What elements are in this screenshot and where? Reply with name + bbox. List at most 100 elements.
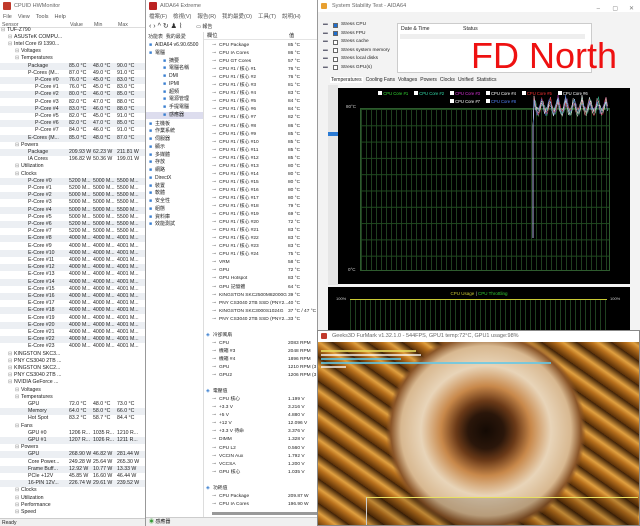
nav-item[interactable]: ■ 電源管理 xyxy=(146,96,203,103)
expand-icon[interactable]: ⊟ xyxy=(8,33,13,40)
sensor-row[interactable]: ⊸ PNY CS3040 2TB SSD (PNY2... 33 °C xyxy=(204,316,320,324)
sensor-row[interactable]: ⊟ Fans xyxy=(0,423,145,430)
sensor-row[interactable]: ⊸ CPU #1 / 核心 #23 83 °C xyxy=(204,243,320,251)
graph-tab[interactable]: Voltages xyxy=(398,77,418,83)
chart-icon[interactable]: ⌇ xyxy=(178,23,183,30)
sensor-row[interactable]: ⊸ CPU #1 / 核心 #12 85 °C xyxy=(204,155,320,163)
sensor-row[interactable]: ⊸ 機箱 #3 2048 RPM xyxy=(204,348,320,356)
sensor-row[interactable]: P-Core #6 5200 M... 5000 M... 5500 M... xyxy=(0,220,145,229)
sensor-row[interactable]: Package 85.0 °C 48.0 °C 90.0 °C xyxy=(0,62,145,70)
sensor-row[interactable]: E-Core #14 4000 M... 4000 M... 4001 M... xyxy=(0,278,145,286)
minimize-button[interactable]: – xyxy=(596,6,600,12)
sensor-row[interactable]: ⊟ TUF-Z790 xyxy=(0,27,145,34)
sensor-row[interactable]: ⊟ Clocks xyxy=(0,171,145,178)
sensor-row[interactable]: E-Core #23 4000 M... 4000 M... 4001 M... xyxy=(0,343,145,350)
legend-item[interactable]: CPU Core #2 xyxy=(414,91,444,96)
col-sensor[interactable]: Sensor xyxy=(2,22,19,28)
nav-item[interactable]: ■ 電腦名稱 xyxy=(146,65,203,72)
expand-icon[interactable]: ⊟ xyxy=(8,40,13,47)
sensor-row[interactable]: E-Core #15 4000 M... 4000 M... 4001 M... xyxy=(0,286,145,293)
stress-option[interactable]: ▬ Stress GPU(s) xyxy=(323,64,398,72)
sensor-row[interactable]: IA Cores 196.82 W 50.36 W 199.01 W xyxy=(0,156,145,163)
stress-option[interactable]: ▬ Stress local disks xyxy=(323,55,398,63)
sensor-row[interactable]: ⊸ CPU #1 / 核心 #13 80 °C xyxy=(204,163,320,171)
menu-file[interactable]: File xyxy=(3,14,12,20)
stress-option[interactable]: ▬ Stress cache xyxy=(323,38,398,46)
section-header[interactable]: ◈ 電壓值 xyxy=(204,388,320,396)
checkbox[interactable] xyxy=(333,31,338,36)
nav-item[interactable]: ■ 作業系統 xyxy=(146,128,203,135)
graph-tab[interactable]: Clocks xyxy=(439,77,455,83)
refresh-icon[interactable]: ↻ xyxy=(162,23,169,30)
sensor-row[interactable]: ⊟ Utilization xyxy=(0,495,145,502)
checkbox[interactable] xyxy=(333,22,338,28)
legend-checkbox[interactable] xyxy=(414,91,419,95)
sensor-row[interactable]: ⊸ CPU #1 / 核心 #4 83 °C xyxy=(204,90,320,98)
sensor-row[interactable]: E-Core #22 4000 M... 4000 M... 4001 M... xyxy=(0,336,145,344)
legend-item[interactable]: CPU Core #1 xyxy=(378,91,408,96)
menu-view[interactable]: View xyxy=(17,14,30,20)
sensor-row[interactable]: ⊸ KINGSTON SKC2500M82000G 39 °C xyxy=(204,292,320,300)
sensor-row[interactable]: ⊟ Intel Core i9 1390... xyxy=(0,41,145,48)
sensor-row[interactable]: P-Core #5 82.0 °C 45.0 °C 91.0 °C xyxy=(0,113,145,120)
sensor-row[interactable]: ⊸ CPU IA Cores 196.90 W xyxy=(204,501,320,509)
expand-icon[interactable]: ⊟ xyxy=(8,350,13,357)
report-button[interactable]: ▭ 報告 xyxy=(196,24,213,30)
sensor-row[interactable]: ⊸ VCCSA 1.200 V xyxy=(204,461,320,469)
sensor-row[interactable]: ⊸ CPU #1 / 核心 #3 81 °C xyxy=(204,82,320,90)
nav-item[interactable]: ■ IPMI xyxy=(146,81,203,88)
checkbox[interactable] xyxy=(333,48,338,53)
sensor-row[interactable]: ⊸ CPU 核心 1.199 V xyxy=(204,396,320,404)
sensor-row[interactable]: E-Core #18 4000 M... 4000 M... 4001 M... xyxy=(0,307,145,315)
graph-tab[interactable]: Statistics xyxy=(476,77,497,83)
menu-item[interactable]: 檔案(F) xyxy=(149,14,168,20)
sensor-row[interactable]: ⊸ CPU Package 85 °C xyxy=(204,42,320,50)
nav-item[interactable]: ■ DirectX xyxy=(146,175,203,182)
legend-checkbox[interactable] xyxy=(450,91,455,95)
col-value[interactable]: 值 xyxy=(289,33,295,39)
nav-item[interactable]: ■ 效能測試 xyxy=(146,221,203,228)
sensor-row[interactable]: ⊸ CPU #1 / 核心 #6 84 °C xyxy=(204,106,320,114)
menu-item[interactable]: 說明(H) xyxy=(282,14,301,20)
sensor-row[interactable]: ⊸ GPU 72 °C xyxy=(204,267,320,275)
nav-item[interactable]: ■ 電腦 xyxy=(146,50,203,57)
nav-item[interactable]: ■ 資料庫 xyxy=(146,214,203,221)
sensor-row[interactable]: ⊸ CPU #1 / 核心 #19 69 °C xyxy=(204,211,320,219)
expand-icon[interactable]: ⊟ xyxy=(15,163,20,170)
sensor-row[interactable]: ⊟ KINGSTON SKC2... xyxy=(0,365,145,372)
expand-icon[interactable]: ⊟ xyxy=(15,501,20,508)
sensor-row[interactable]: ⊸ PNY CS3040 2TB SSD (PNY2... 40 °C xyxy=(204,300,320,308)
sensor-row[interactable]: ⊟ Powers xyxy=(0,142,145,149)
expand-icon[interactable]: ⊟ xyxy=(15,487,20,494)
sensor-row[interactable]: E-Core #11 4000 M... 4000 M... 4001 M... xyxy=(0,257,145,264)
tab-favorites[interactable]: 我的最愛 xyxy=(165,34,186,40)
sensor-row[interactable]: ⊸ CPU #1 / 核心 #20 72 °C xyxy=(204,219,320,227)
graph-tab[interactable]: Unified xyxy=(457,77,474,83)
menu-tools[interactable]: Tools xyxy=(35,14,49,20)
checkbox[interactable] xyxy=(333,39,338,45)
sensor-row[interactable]: P-Core #1 5200 M... 5000 M... 5500 M... xyxy=(0,185,145,192)
sensor-row[interactable]: ⊸ CPU #1 / 核心 #2 76 °C xyxy=(204,74,320,82)
sensor-row[interactable]: GPU #0 1206 R... 1035 R... 1210 R... xyxy=(0,430,145,437)
sensor-row[interactable]: ⊟ Speed xyxy=(0,509,145,516)
sensor-row[interactable]: E-Core #13 4000 M... 4000 M... 4001 M... xyxy=(0,271,145,278)
graph-tab[interactable]: Cooling Fans xyxy=(365,77,396,83)
nav-item[interactable]: ■ 多媒體 xyxy=(146,152,203,159)
sensor-row[interactable]: ⊟ ASUSTeK COMPU... xyxy=(0,34,145,41)
sensor-row[interactable]: E-Core #12 4000 M... 4000 M... 4001 M... xyxy=(0,264,145,272)
sensor-row[interactable]: P-Core #0 5200 M... 5000 M... 5500 M... xyxy=(0,177,145,185)
sensor-row[interactable]: ⊟ Voltages xyxy=(0,387,145,394)
stress-option[interactable]: ▬ Stress system memory xyxy=(323,47,398,55)
nav-item[interactable]: ■ 裝置 xyxy=(146,183,203,190)
sensor-row[interactable]: P-Core #3 5000 M... 5000 M... 5500 M... xyxy=(0,199,145,206)
expand-icon[interactable]: ⊟ xyxy=(1,26,6,33)
expand-icon[interactable]: ⊟ xyxy=(15,494,20,501)
menu-item[interactable]: 工具(T) xyxy=(257,14,276,20)
nav-item[interactable]: ■ 主機板 xyxy=(146,121,203,128)
sensor-row[interactable]: ⊸ CPU #1 / 核心 #11 85 °C xyxy=(204,147,320,155)
sensor-row[interactable]: ⊸ CPU #1 / 核心 #8 86 °C xyxy=(204,123,320,131)
stress-option[interactable]: ▬ Stress CPU xyxy=(323,21,398,29)
nav-item[interactable]: ■ 網路 xyxy=(146,167,203,174)
sensor-row[interactable]: ⊟ PNY CS3040 2TB ... xyxy=(0,358,145,365)
legend-item[interactable]: CPU Core #6 xyxy=(557,91,588,96)
